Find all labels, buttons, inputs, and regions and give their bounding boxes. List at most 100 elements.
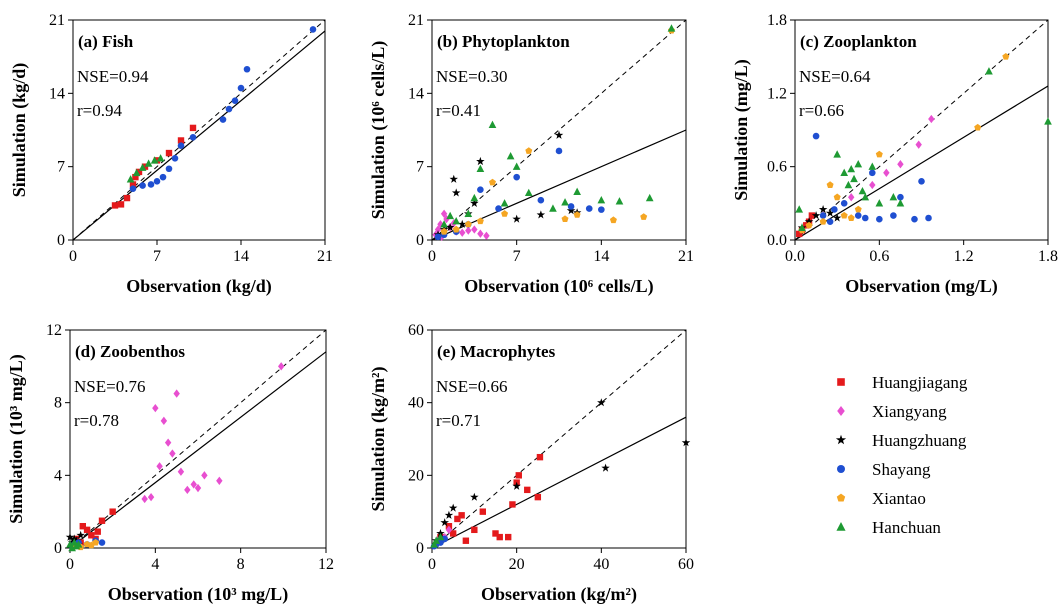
one-to-one-line [432,330,686,548]
data-point [609,216,617,224]
data-point [470,198,479,207]
data-point [169,449,176,458]
legend-item-huangjiagang: Huangjiagang [837,373,968,392]
data-point [165,165,173,173]
data-point [189,134,197,141]
data-point [536,210,546,219]
data-point [524,188,533,197]
legend-label: Xiangyang [872,402,947,421]
data-point [509,501,516,508]
data-point [826,181,834,188]
data-point [216,476,223,485]
x-axis-label: Observation (10⁶ cells/L) [464,276,653,297]
data-point [152,403,159,413]
x-tick-label: 0.0 [785,248,805,265]
data-point [432,536,441,544]
legend-item-xiantao: Xiantao [836,489,926,508]
data-point [231,97,239,104]
x-axis-label: Observation (mg/L) [845,276,998,297]
y-tick-label: 20 [408,467,424,484]
legend-label: Huangzhuang [872,431,967,450]
data-point [561,215,569,222]
legend-marker [837,465,845,473]
fit-line [70,351,326,548]
data-point [76,530,85,539]
data-point [444,510,454,519]
data-point [561,198,569,206]
legend-marker [836,493,846,502]
data-point [483,231,490,240]
legend-marker [836,522,846,531]
one-to-one-line [432,20,686,240]
data-point [911,215,918,223]
x-tick-label: 0 [428,556,436,573]
data-point [840,168,849,176]
data-point [524,486,531,494]
data-point [918,178,925,185]
x-tick-label: 0.6 [869,248,889,265]
data-point [645,193,654,202]
y-axis-label: Simulation (10³ mg/L) [6,354,27,523]
y-tick-label: 12 [46,322,62,339]
data-point [915,140,922,149]
y-tick-label: 0.0 [767,232,787,249]
x-tick-label: 21 [678,248,694,265]
data-point [440,518,449,527]
data-point [237,84,245,92]
data-point [890,212,897,219]
plot-frame [72,19,326,241]
y-tick-label: 40 [408,395,424,412]
data-point [171,154,179,162]
data-point [896,199,905,207]
x-tick-label: 20 [509,556,525,573]
y-tick-label: 0.6 [767,159,787,176]
data-point [831,206,838,213]
y-tick-label: 0 [416,540,424,557]
data-point [537,196,545,204]
data-point [489,178,496,186]
x-tick-label: 40 [593,556,609,573]
data-point [573,187,581,196]
data-point [819,212,827,219]
data-point [452,225,460,233]
data-point [848,193,855,202]
data-point [141,494,148,504]
data-point [869,169,876,177]
data-point [477,229,484,238]
data-point [471,225,478,234]
data-point [177,467,185,476]
y-axis-label: Simulation (kg/d) [9,63,30,198]
data-point [844,180,853,189]
data-point [819,218,827,225]
data-point [897,193,904,201]
data-point [184,485,191,495]
data-point [111,202,119,209]
series-huangjiagang [437,453,544,544]
data-point [858,186,867,195]
data-point [805,221,813,229]
r-label: r=0.94 [77,101,122,120]
panel-title: (b) Phytoplankton [437,32,570,51]
data-point [74,540,83,548]
data-point [861,193,870,201]
data-point [471,526,478,534]
data-point [875,199,884,207]
data-point [798,223,806,231]
data-point [446,211,454,220]
legend: Huangjiagang Xiangyang Huangzhuang Shayang X… [835,373,968,537]
nse-label: NSE=0.66 [436,377,507,396]
data-point [597,398,606,407]
data-point [640,213,648,220]
data-point [512,481,521,490]
data-point [534,493,542,501]
data-point [861,214,869,222]
y-tick-label: 14 [49,85,65,102]
data-point [840,200,848,207]
data-point [925,214,932,222]
panel-5: 0 20 40 60 0 20 40 60 Observation (kg/m²) Simulat… [368,322,694,605]
data-point [94,528,101,535]
data-point [869,180,876,190]
r-label: r=0.78 [74,411,119,430]
data-point [448,503,458,512]
x-tick-label: 4 [151,556,159,573]
